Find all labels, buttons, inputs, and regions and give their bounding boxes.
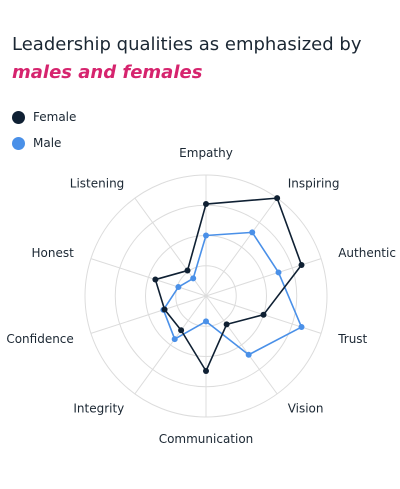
axis-label-inspiring: Inspiring [288, 177, 340, 191]
data-point-female-honest[interactable] [152, 276, 159, 283]
radar-grid [84, 174, 328, 418]
grid-spoke [205, 197, 278, 297]
axis-label-communication: Communication [159, 432, 254, 446]
legend-swatch-male [12, 136, 25, 150]
axis-label-authentic: Authentic [338, 246, 396, 260]
data-point-female-communication[interactable] [203, 368, 209, 375]
data-point-male-listening[interactable] [190, 275, 197, 282]
legend-item-male[interactable]: Male [12, 130, 76, 156]
grid-spoke [90, 258, 207, 297]
legend-item-female[interactable]: Female [12, 104, 76, 130]
data-point-male-vision[interactable] [245, 351, 252, 358]
data-point-male-authentic[interactable] [275, 269, 282, 276]
legend: Female Male [12, 104, 76, 156]
data-point-female-authentic[interactable] [298, 261, 305, 268]
axis-labels: Empathy Inspiring Authentic Trust Vision Comm… [6, 146, 396, 446]
data-point-male-integrity[interactable] [171, 336, 178, 343]
series-female [152, 195, 305, 375]
axis-label-empathy: Empathy [179, 146, 233, 160]
axis-label-listening: Listening [70, 177, 125, 191]
data-point-male-empathy[interactable] [203, 232, 209, 239]
data-point-female-confidence[interactable] [161, 306, 168, 313]
legend-label-female: Female [33, 110, 77, 124]
grid-spoke [134, 295, 207, 395]
data-point-female-trust[interactable] [260, 311, 267, 318]
radar-series [152, 195, 305, 375]
data-point-female-empathy[interactable] [203, 201, 209, 208]
data-point-male-inspiring[interactable] [249, 229, 256, 236]
chart-title-line1: Leadership qualities as emphasized by [12, 34, 362, 55]
axis-label-integrity: Integrity [73, 401, 124, 415]
data-point-male-trust[interactable] [298, 324, 305, 331]
legend-label-male: Male [33, 136, 62, 150]
axis-label-vision: Vision [288, 401, 324, 415]
axis-label-confidence: Confidence [6, 332, 73, 346]
chart-title-line2: males and females [12, 62, 203, 83]
axis-label-honest: Honest [31, 246, 74, 260]
data-point-female-integrity[interactable] [178, 327, 185, 334]
data-point-female-inspiring[interactable] [274, 195, 281, 202]
data-point-female-vision[interactable] [223, 321, 230, 328]
legend-swatch-female [12, 110, 25, 124]
data-point-male-honest[interactable] [175, 284, 182, 291]
grid-spoke [205, 295, 278, 395]
chart-title: Leadership qualities as emphasized by ma… [12, 31, 392, 87]
data-point-male-communication[interactable] [203, 318, 209, 325]
axis-label-trust: Trust [337, 332, 367, 346]
data-point-female-listening[interactable] [184, 267, 191, 274]
grid-spoke [90, 295, 207, 334]
